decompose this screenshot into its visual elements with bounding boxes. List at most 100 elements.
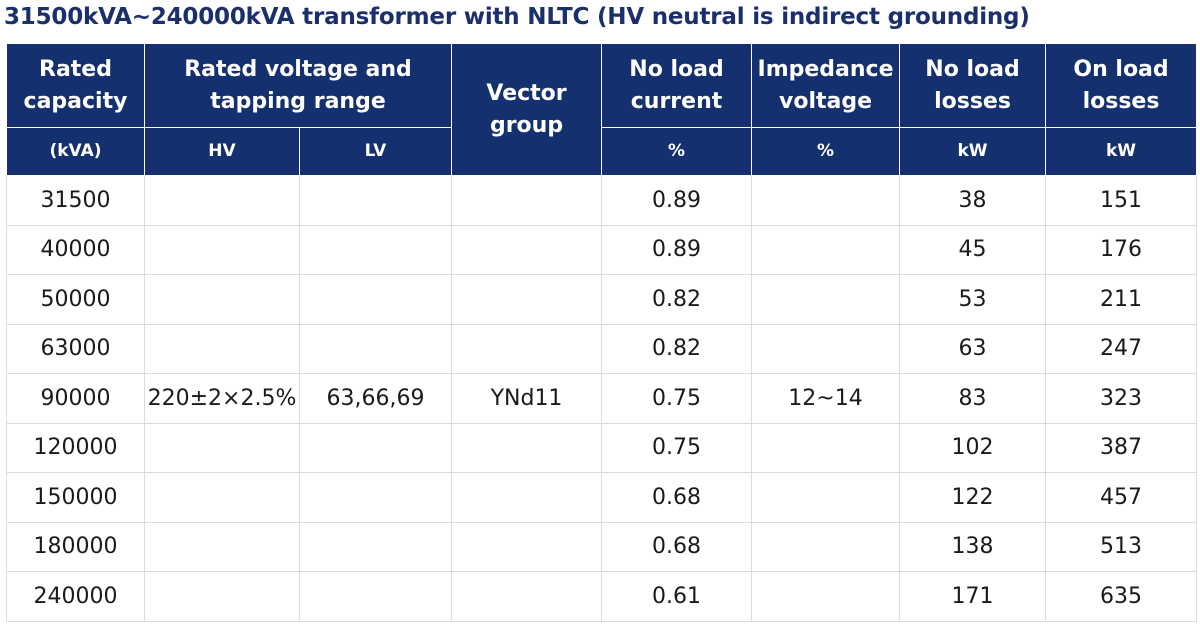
cell-capacity: 120000 [6,422,145,473]
header-text: group [489,112,564,138]
table-row: 31500 0.89 38 151 [6,175,1198,226]
cell-on-load-losses: 387 [1045,422,1198,473]
cell-hv [144,224,300,275]
cell-no-load-current: 0.89 [601,175,753,226]
header-text: Rated [39,56,112,82]
cell-no-load-losses: 53 [899,274,1047,325]
header-text: On load [1073,56,1169,82]
page-title: 31500kVA~240000kVA transformer with NLTC… [4,4,1030,30]
cell-hv: 220±2×2.5% [144,373,300,424]
cell-lv [298,274,453,325]
table-row: 63000 0.82 63 247 [6,323,1198,374]
cell-on-load-losses: 457 [1045,472,1198,523]
cell-impedance [751,422,901,473]
cell-vector-group [451,323,603,374]
cell-vector-group [451,422,603,473]
cell-impedance [751,274,901,325]
cell-impedance [751,175,901,226]
cell-no-load-losses: 63 [899,323,1047,374]
cell-impedance [751,521,901,572]
cell-no-load-current: 0.82 [601,323,753,374]
transformer-spec-table: Rated capacity Rated voltage and tapping… [6,44,1198,622]
cell-no-load-current: 0.68 [601,472,753,523]
table-row: 50000 0.82 53 211 [6,274,1198,325]
unit-impedance: % [751,127,901,176]
header-text: current [630,88,723,114]
cell-on-load-losses: 211 [1045,274,1198,325]
cell-no-load-current: 0.82 [601,274,753,325]
cell-lv [298,224,453,275]
cell-vector-group [451,521,603,572]
header-text: Rated voltage and [184,56,412,82]
header-text: losses [934,88,1011,114]
table-body: 31500 0.89 38 151 40000 0.89 45 176 50000 0.82 53 2… [6,175,1198,622]
cell-impedance [751,323,901,374]
cell-impedance [751,472,901,523]
cell-vector-group [451,571,603,622]
cell-no-load-current: 0.68 [601,521,753,572]
unit-current: % [601,127,753,176]
cell-on-load-losses: 176 [1045,224,1198,275]
header-vector-group: Vector group [451,44,603,176]
cell-no-load-current: 0.89 [601,224,753,275]
cell-capacity: 31500 [6,175,145,226]
header-text: tapping range [210,88,386,114]
header-text: Impedance [757,56,894,82]
header-rated-capacity: Rated capacity [6,44,145,128]
cell-hv [144,472,300,523]
cell-on-load-losses: 635 [1045,571,1198,622]
header-text: capacity [23,88,128,114]
cell-no-load-losses: 122 [899,472,1047,523]
cell-no-load-losses: 102 [899,422,1047,473]
cell-lv [298,472,453,523]
cell-vector-group [451,224,603,275]
table-row: 150000 0.68 122 457 [6,472,1198,523]
cell-no-load-losses: 45 [899,224,1047,275]
unit-on-load: kW [1045,127,1198,176]
header-impedance-voltage: Impedance voltage [751,44,901,128]
cell-vector-group [451,274,603,325]
cell-lv [298,571,453,622]
table-row: 120000 0.75 102 387 [6,422,1198,473]
header-text: No load [629,56,724,82]
header-text: No load [925,56,1020,82]
cell-impedance [751,571,901,622]
cell-on-load-losses: 151 [1045,175,1198,226]
table-row: 180000 0.68 138 513 [6,521,1198,572]
table-row: 90000 220±2×2.5% 63,66,69 YNd11 0.75 12~14 83 3… [6,373,1198,424]
cell-lv [298,521,453,572]
header-text: voltage [779,88,873,114]
cell-no-load-current: 0.61 [601,571,753,622]
cell-no-load-losses: 138 [899,521,1047,572]
cell-no-load-current: 0.75 [601,373,753,424]
cell-hv [144,422,300,473]
cell-impedance: 12~14 [751,373,901,424]
cell-vector-group [451,175,603,226]
cell-hv [144,521,300,572]
cell-no-load-losses: 83 [899,373,1047,424]
cell-no-load-losses: 171 [899,571,1047,622]
header-rated-voltage: Rated voltage and tapping range [143,44,453,128]
cell-capacity: 180000 [6,521,145,572]
cell-on-load-losses: 323 [1045,373,1198,424]
cell-capacity: 50000 [6,274,145,325]
unit-lv: LV [298,127,453,176]
cell-vector-group [451,472,603,523]
cell-capacity: 150000 [6,472,145,523]
header-no-load-losses: No load losses [899,44,1047,128]
unit-no-load: kW [899,127,1047,176]
cell-on-load-losses: 247 [1045,323,1198,374]
cell-hv [144,175,300,226]
cell-hv [144,571,300,622]
unit-capacity: (kVA) [6,127,145,176]
cell-capacity: 240000 [6,571,145,622]
table-row: 40000 0.89 45 176 [6,224,1198,275]
table-row: 240000 0.61 171 635 [6,571,1198,622]
cell-lv [298,323,453,374]
cell-hv [144,323,300,374]
cell-hv [144,274,300,325]
cell-capacity: 90000 [6,373,145,424]
header-no-load-current: No load current [601,44,753,128]
cell-on-load-losses: 513 [1045,521,1198,572]
cell-impedance [751,224,901,275]
